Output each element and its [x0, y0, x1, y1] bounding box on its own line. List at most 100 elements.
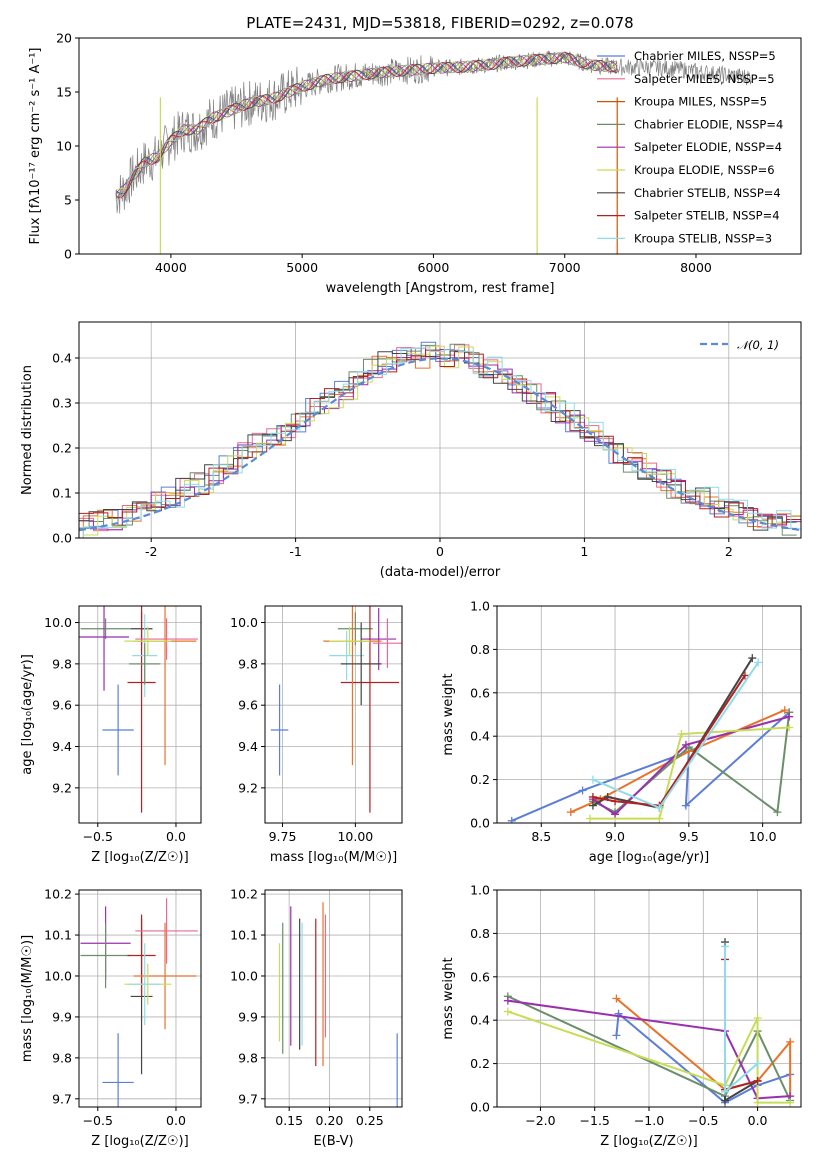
series-marker: [503, 996, 512, 1005]
y-tick-label: 0.0: [470, 816, 490, 831]
x-tick-label: 0.25: [356, 1113, 384, 1128]
x-axis-label: (data-model)/error: [380, 565, 501, 580]
y-tick-label: 9.8: [238, 656, 258, 671]
series-marker: [612, 1031, 621, 1040]
series-marker: [507, 816, 516, 823]
y-tick-label: 10.0: [230, 615, 258, 630]
x-tick-label: −1.5: [580, 1113, 610, 1128]
series-marker: [721, 1096, 729, 1105]
data-point: [133, 922, 197, 1030]
x-tick-label: -2: [145, 544, 157, 559]
x-tick-label: −1.0: [634, 1113, 664, 1128]
y-axis-label: age [log₁₀(age/yr)]: [20, 654, 35, 775]
weight-vs-Z-plot-area: [503, 938, 795, 1107]
histogram-step: [79, 341, 797, 529]
series-marker: [677, 730, 686, 739]
series-marker: [611, 810, 620, 819]
y-tick-label: 10.0: [44, 968, 72, 983]
x-tick-label: −0.5: [688, 1113, 718, 1128]
series-marker: [612, 994, 621, 1003]
y-tick-label: 10.0: [230, 968, 258, 983]
x-tick-label: 0.0: [166, 829, 186, 844]
legend-label: Chabrier STELIB, NSSP=4: [634, 186, 781, 200]
y-tick-label: 0.0: [52, 531, 72, 546]
legend-label: Chabrier MILES, NSSP=5: [634, 49, 776, 63]
data-point: [127, 606, 156, 813]
y-tick-label: 1.0: [470, 883, 490, 898]
y-tick-label: 10.2: [44, 887, 72, 902]
x-tick-label: 9.75: [269, 829, 297, 844]
y-tick-label: 0.4: [470, 1013, 490, 1028]
data-point: [329, 630, 365, 681]
legend-label: Kroupa ELODIE, NSSP=6: [634, 163, 775, 177]
model-line: [115, 53, 618, 190]
x-tick-label: −0.5: [83, 1113, 113, 1128]
mass-vs-Z-plot-area: [80, 898, 198, 1107]
y-tick-label: 9.8: [52, 656, 72, 671]
y-tick-label: 10: [56, 139, 72, 154]
data-point: [270, 684, 289, 776]
data-point: [102, 1033, 134, 1107]
x-tick-label: 4000: [155, 260, 187, 275]
series-marker: [773, 808, 782, 817]
axes-frame: [264, 889, 403, 1108]
mass-vs-EBV-plot-area: [278, 902, 398, 1107]
y-tick-label: 9.7: [52, 1091, 72, 1106]
data-point: [129, 643, 161, 685]
series-marker: [748, 654, 757, 663]
x-tick-label: 2: [725, 544, 733, 559]
legend-label: Salpeter MILES, NSSP=5: [634, 72, 775, 86]
axes-frame: [78, 605, 202, 824]
x-axis-label: wavelength [Angstrom, rest frame]: [326, 281, 555, 296]
series-marker: [721, 942, 729, 951]
data-point: [340, 606, 400, 813]
x-tick-label: −2.0: [525, 1113, 555, 1128]
y-tick-label: 9.8: [52, 1050, 72, 1065]
normal-curve: [79, 357, 801, 532]
x-axis-label: Z [log₁₀(Z/Z☉)]: [91, 1134, 188, 1149]
y-tick-label: 0.8: [470, 642, 490, 657]
y-tick-label: 0.2: [52, 441, 72, 456]
series-marker: [753, 1076, 762, 1085]
series-marker: [753, 1098, 762, 1107]
series-marker: [721, 1087, 729, 1096]
spectrum-plot-area: [115, 50, 752, 254]
y-tick-label: 1.0: [470, 599, 490, 614]
series-marker: [681, 801, 690, 810]
series-marker: [786, 1037, 795, 1046]
data-point: [135, 618, 198, 660]
series-marker: [655, 803, 664, 812]
y-tick-label: 0.1: [52, 486, 72, 501]
histogram-step: [82, 347, 801, 538]
x-tick-label: 5000: [286, 260, 318, 275]
series-marker: [578, 786, 587, 795]
data-point: [372, 618, 402, 668]
mass-vs-EBV-panel: 0.15 0.20 0.25 9.7 9.8 9.9 10.0 10.1 10.2 E(B-V): [230, 887, 403, 1149]
axes-frame: [496, 889, 802, 1108]
x-axis-label: Z [log₁₀(Z/Z☉)]: [91, 850, 188, 865]
model-line: [115, 52, 618, 201]
chart-title: PLATE=2431, MJD=53818, FIBERID=0292, z=0…: [246, 14, 633, 32]
y-tick-label: 0.0: [470, 1100, 490, 1115]
y-axis-label: mass [log₁₀(M/M☉)]: [20, 935, 35, 1062]
axes-frame: [78, 889, 202, 1108]
data-point: [329, 626, 370, 656]
series-line: [724, 959, 758, 1091]
x-tick-label: 9.0: [605, 829, 625, 844]
x-tick-label: 7000: [549, 260, 581, 275]
model-line: [115, 51, 618, 199]
series-marker: [611, 797, 620, 806]
axes-frame: [78, 37, 802, 255]
x-tick-label: 0: [436, 544, 444, 559]
y-tick-label: 5: [64, 193, 72, 208]
y-tick-label: 10.2: [230, 887, 258, 902]
y-tick-label: 9.4: [238, 739, 258, 754]
x-tick-label: 0.0: [166, 1113, 186, 1128]
data-point: [127, 914, 156, 997]
data-point: [340, 622, 382, 706]
x-tick-label: 9.5: [679, 829, 699, 844]
y-tick-label: 0.4: [470, 729, 490, 744]
y-tick-label: 0.4: [52, 351, 72, 366]
residuals-plot-area: [79, 341, 801, 538]
